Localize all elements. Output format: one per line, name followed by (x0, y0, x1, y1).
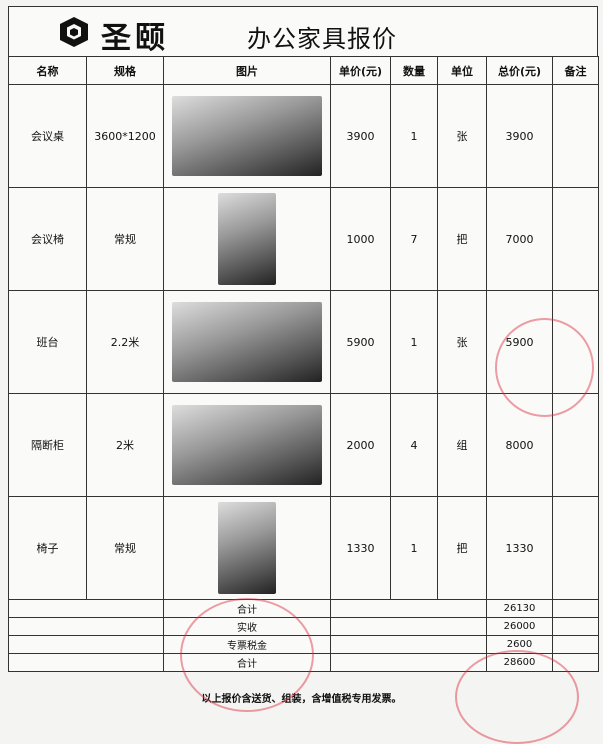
header-row: 名称 规格 图片 单价(元) 数量 单位 总价(元) 备注 (8, 56, 599, 85)
photo-cell (163, 84, 331, 188)
item-row: 隔断柜 2米 2000 4 组 8000 (8, 393, 599, 497)
summary-value: 28600 (486, 653, 553, 672)
empty-cell (330, 635, 487, 654)
column-header: 备注 (552, 56, 599, 85)
cell: 组 (437, 393, 487, 497)
column-header: 规格 (86, 56, 164, 85)
column-header: 单位 (437, 56, 487, 85)
product-photo (172, 405, 322, 485)
cell: 1330 (486, 496, 553, 600)
empty-cell (552, 187, 599, 291)
item-row: 椅子 常规 1330 1 把 1330 (8, 496, 599, 600)
cell: 4 (390, 393, 438, 497)
empty-cell (8, 617, 164, 636)
brand: 圣颐 (101, 21, 169, 56)
cell: 1 (390, 84, 438, 188)
cell: 常规 (86, 187, 164, 291)
title: 办公家具报价 (247, 25, 397, 53)
product-photo (172, 96, 322, 176)
summary-label: 专票税金 (163, 635, 331, 654)
item-row: 会议椅 常规 1000 7 把 7000 (8, 187, 599, 291)
product-photo (172, 302, 322, 382)
column-header: 总价(元) (486, 56, 553, 85)
column-header: 名称 (8, 56, 87, 85)
empty-cell (552, 496, 599, 600)
cell: 5900 (330, 290, 391, 394)
cell: 班台 (8, 290, 87, 394)
summary-value: 2600 (486, 635, 553, 654)
summary-row: 专票税金 2600 (8, 635, 599, 654)
photo-cell (163, 290, 331, 394)
cell: 7 (390, 187, 438, 291)
empty-cell (552, 617, 599, 636)
summary-row: 合计 26130 (8, 599, 599, 618)
summary-row: 合计 28600 (8, 653, 599, 672)
cell: 把 (437, 187, 487, 291)
summary-label: 合计 (163, 599, 331, 618)
summary-label: 合计 (163, 653, 331, 672)
column-header: 图片 (163, 56, 331, 85)
empty-cell (8, 653, 164, 672)
empty-cell (8, 635, 164, 654)
page: {"header": {"brand": "圣颐", "title": "办公家… (8, 6, 599, 744)
empty-cell (330, 599, 487, 618)
cell: 3900 (486, 84, 553, 188)
logo-icon (60, 17, 88, 47)
empty-cell (552, 653, 599, 672)
photo-cell (163, 393, 331, 497)
cell: 会议桌 (8, 84, 87, 188)
cell: 3600*1200 (86, 84, 164, 188)
summary-label: 实收 (163, 617, 331, 636)
photo-cell (163, 187, 331, 291)
column-header: 数量 (390, 56, 438, 85)
cell: 8000 (486, 393, 553, 497)
cell: 把 (437, 496, 487, 600)
cell: 1 (390, 496, 438, 600)
product-photo (218, 193, 276, 285)
cell: 2.2米 (86, 290, 164, 394)
empty-cell (552, 84, 599, 188)
empty-cell (552, 393, 599, 497)
quote-table: 名称 规格 图片 单价(元) 数量 单位 总价(元) 备注 会议桌 3600*1200 3900 1… (8, 56, 599, 672)
cell: 会议椅 (8, 187, 87, 291)
cell: 1000 (330, 187, 391, 291)
summary-value: 26130 (486, 599, 553, 618)
cell: 2米 (86, 393, 164, 497)
cell: 张 (437, 84, 487, 188)
summary-row: 实收 26000 (8, 617, 599, 636)
cell: 3900 (330, 84, 391, 188)
empty-cell (552, 290, 599, 394)
cell: 椅子 (8, 496, 87, 600)
cell: 1 (390, 290, 438, 394)
empty-cell (552, 635, 599, 654)
product-photo (218, 502, 276, 594)
header: 圣颐 办公家具报价 (8, 6, 598, 56)
item-row: 班台 2.2米 5900 1 张 5900 (8, 290, 599, 394)
item-row: 会议桌 3600*1200 3900 1 张 3900 (8, 84, 599, 188)
cell: 隔断柜 (8, 393, 87, 497)
empty-cell (8, 599, 164, 618)
empty-cell (552, 599, 599, 618)
cell: 张 (437, 290, 487, 394)
cell: 常规 (86, 496, 164, 600)
cell: 1330 (330, 496, 391, 600)
cell: 7000 (486, 187, 553, 291)
photo-cell (163, 496, 331, 600)
empty-cell (330, 617, 487, 636)
summary-value: 26000 (486, 617, 553, 636)
footer-note: 以上报价含送货、组装，含增值税专用发票。 (201, 694, 402, 705)
cell: 5900 (486, 290, 553, 394)
cell: 2000 (330, 393, 391, 497)
column-header: 单价(元) (330, 56, 391, 85)
empty-cell (330, 653, 487, 672)
